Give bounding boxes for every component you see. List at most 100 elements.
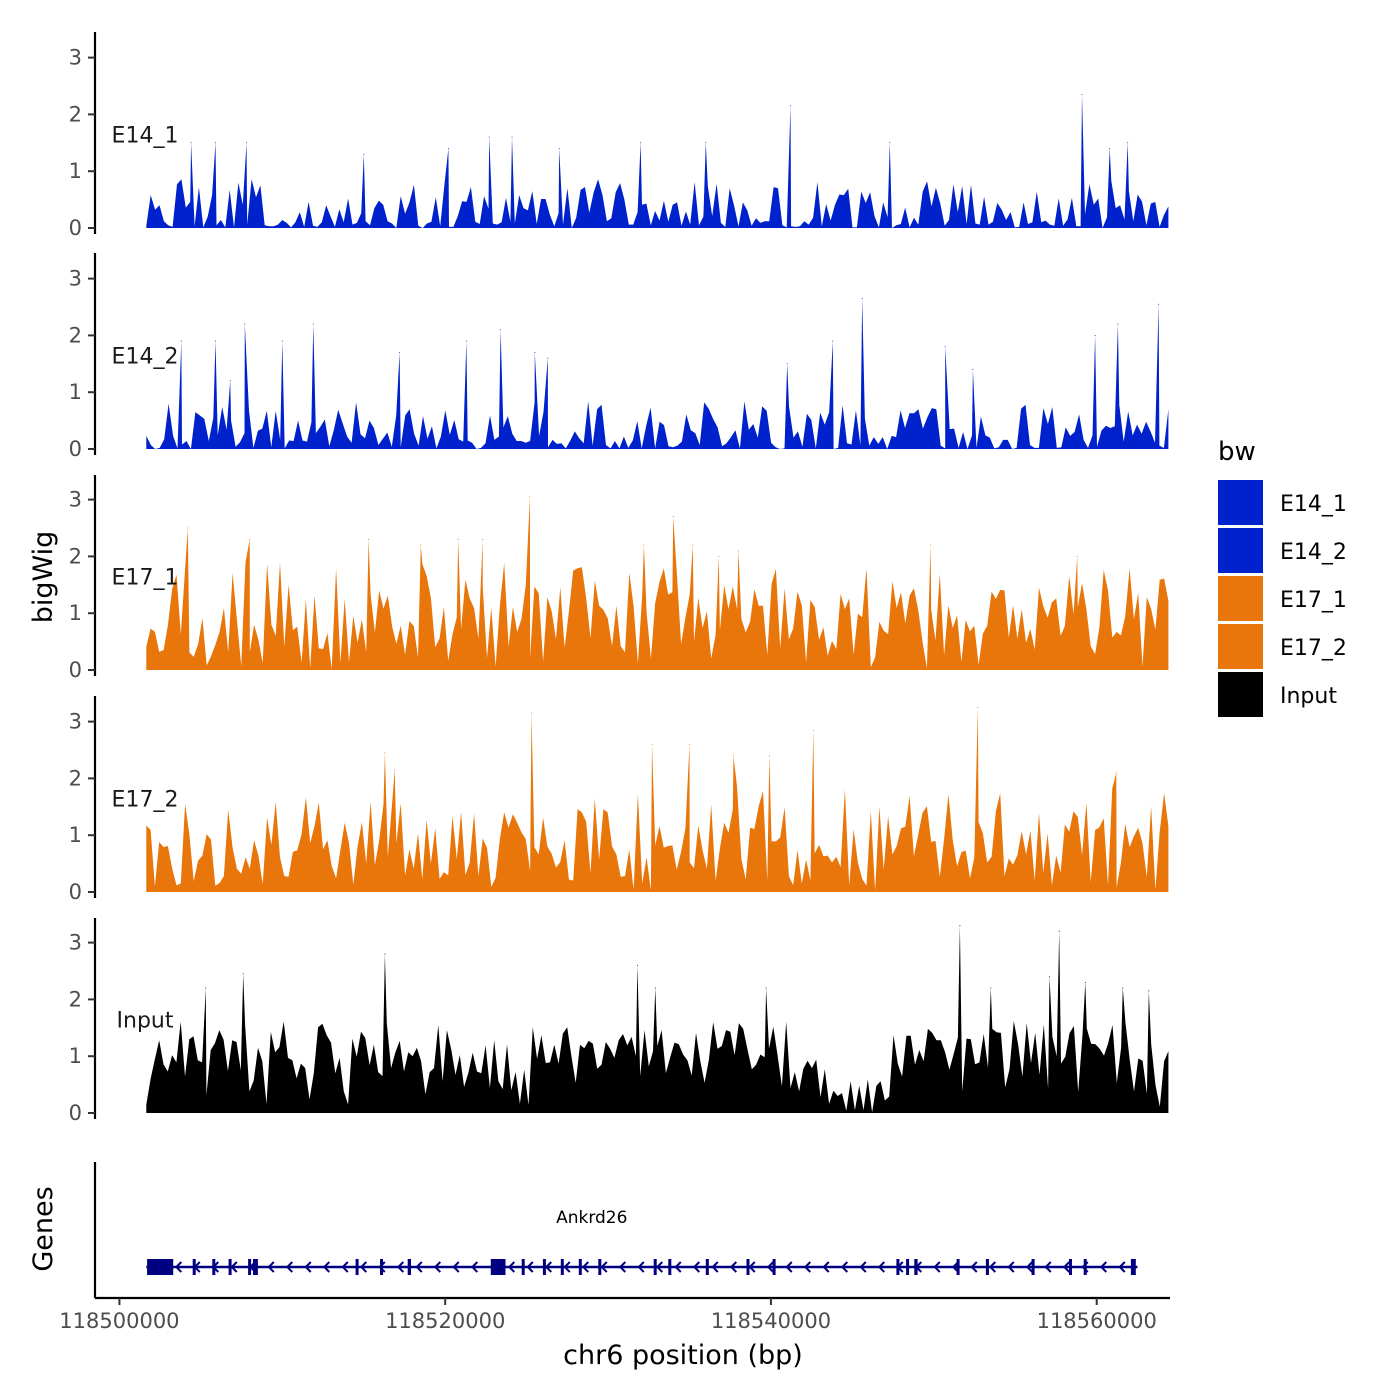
peak-E17_1-5: [482, 538, 484, 540]
peak-E14_2-12: [832, 340, 834, 342]
peak-E14_2-8: [500, 329, 502, 331]
strand-arrow: [748, 1261, 756, 1273]
peak-E17_2-9: [1115, 772, 1117, 774]
strand-arrow: [674, 1261, 682, 1273]
gene-exon: [956, 1259, 960, 1275]
gene-exon: [653, 1259, 657, 1275]
peak-E14_2-0: [180, 340, 182, 342]
strand-arrow: [840, 1261, 849, 1273]
peak-E14_2-14: [944, 346, 946, 348]
peak-Input-6: [959, 925, 961, 927]
legend: bw E14_1 E14_2 E17_1 E17_2 Input: [1218, 437, 1347, 717]
y-tick-label-E14_1-1: 1: [69, 159, 82, 183]
track-label-E17_2: E17_2: [112, 787, 179, 812]
strand-arrow: [1062, 1261, 1071, 1273]
legend-swatch-E17_2: [1218, 624, 1263, 669]
genes-panel: Ankrd26: [93, 1162, 1138, 1298]
gene-exon: [521, 1259, 525, 1275]
peak-E17_1-12: [930, 544, 932, 546]
y-tick-label-E14_1-2: 2: [69, 102, 82, 126]
peak-E14_2-18: [1158, 303, 1160, 305]
strand-arrow: [396, 1261, 405, 1273]
peak-E14_2-11: [786, 363, 788, 365]
coverage-area-E14_1: [146, 94, 1169, 228]
strand-arrow: [304, 1261, 312, 1273]
y-tick-label-E14_1-3: 3: [69, 46, 82, 70]
y-tick-label-Input-2: 2: [69, 987, 82, 1011]
peak-E14_1-8: [640, 142, 642, 144]
bigwig-tracks: 0 1 2 3 E14_1 0 1 2 3 E14_2 0 1 2 3 E17_1 0 1 2 3 E17_2 0 1 2 3…: [69, 32, 1169, 1125]
y-tick-label-E17_2-0: 0: [69, 880, 82, 904]
strand-arrow: [766, 1261, 775, 1273]
legend-swatch-E14_2: [1218, 528, 1263, 573]
strand-arrow: [452, 1261, 460, 1273]
peak-E14_1-14: [1127, 142, 1129, 144]
peak-E14_2-3: [244, 323, 246, 325]
peak-Input-4: [654, 987, 656, 989]
peak-E17_1-11: [737, 550, 739, 552]
peak-Input-10: [1084, 981, 1086, 983]
legend-swatch-Input: [1218, 672, 1263, 717]
y-tick-label-E14_2-3: 3: [69, 267, 82, 291]
gene-exon: [490, 1259, 506, 1275]
x-tick-label: 118560000: [1037, 1309, 1157, 1333]
gene-exon: [147, 1259, 174, 1275]
strand-arrow: [729, 1261, 738, 1273]
gene-exon: [1031, 1259, 1035, 1275]
strand-arrow: [970, 1261, 978, 1273]
strand-arrow: [1099, 1261, 1108, 1273]
strand-arrow: [1007, 1261, 1015, 1273]
x-axis-title: chr6 position (bp): [563, 1340, 803, 1371]
gene-exon: [1083, 1259, 1087, 1275]
peak-Input-5: [765, 987, 767, 989]
peak-Input-11: [1122, 987, 1124, 989]
strand-arrow: [822, 1261, 830, 1273]
strand-arrow: [1044, 1261, 1052, 1273]
y-tick-label-E17_1-0: 0: [69, 658, 82, 682]
peak-E14_2-2: [229, 380, 231, 382]
peak-E14_2-5: [312, 323, 314, 325]
y-tick-label-Input-3: 3: [69, 931, 82, 955]
peak-E17_1-9: [692, 544, 694, 546]
peak-E17_2-2: [531, 712, 532, 714]
gene-exon: [192, 1259, 196, 1275]
track-E17_1: 0 1 2 3 E17_1: [69, 475, 1169, 682]
gene-exon: [407, 1259, 411, 1275]
peak-E17_1-4: [457, 538, 459, 540]
peak-E17_2-3: [651, 743, 653, 745]
peak-E17_1-1: [249, 538, 251, 540]
x-tick-label: 118500000: [59, 1309, 179, 1333]
strand-arrow: [544, 1261, 553, 1273]
legend-label-E17_2: E17_2: [1280, 636, 1347, 661]
gene-exon: [1069, 1259, 1072, 1275]
strand-arrow: [285, 1261, 294, 1273]
peak-E14_2-15: [972, 369, 974, 370]
gene-exon: [212, 1259, 216, 1275]
legend-label-Input: Input: [1280, 684, 1337, 709]
strand-arrow: [711, 1261, 719, 1273]
peak-E14_2-16: [1094, 334, 1096, 336]
peak-E14_2-7: [465, 340, 467, 342]
gene-exon: [248, 1259, 252, 1275]
strand-arrow: [322, 1261, 331, 1273]
y-tick-label-E17_2-3: 3: [69, 710, 82, 734]
peak-E17_2-1: [394, 769, 396, 771]
strand-arrow: [563, 1261, 571, 1273]
track-label-E14_2: E14_2: [112, 344, 179, 369]
coverage-area-E17_2: [146, 707, 1169, 892]
gene-exon: [985, 1259, 989, 1275]
y-tick-label-E14_2-1: 1: [69, 380, 82, 404]
peak-E17_2-5: [733, 755, 734, 757]
x-tick-label: 118520000: [385, 1309, 505, 1333]
peak-E14_1-13: [1109, 148, 1111, 149]
peak-Input-7: [990, 987, 992, 989]
strand-arrow: [988, 1261, 997, 1273]
track-Input: 0 1 2 3 Input: [69, 918, 1169, 1125]
peak-E17_2-6: [768, 755, 770, 757]
y-tick-label-Input-0: 0: [69, 1101, 82, 1125]
legend-label-E17_1: E17_1: [1280, 588, 1347, 613]
peak-E17_2-0: [384, 752, 386, 754]
peak-Input-9: [1058, 930, 1060, 932]
strand-arrow: [933, 1261, 941, 1273]
track-label-E17_1: E17_1: [112, 565, 179, 590]
